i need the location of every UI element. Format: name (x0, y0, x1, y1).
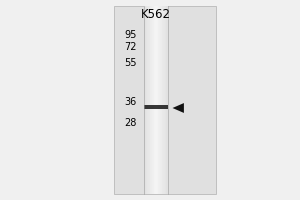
Bar (144, 105, 168, 109)
Bar (154, 6, 155, 194)
Bar (145, 6, 146, 194)
Bar (167, 6, 168, 194)
Bar (165, 6, 166, 194)
Text: 36: 36 (124, 97, 136, 107)
Bar (152, 6, 153, 194)
Text: 28: 28 (124, 118, 136, 128)
Bar (155, 6, 156, 194)
Bar (156, 6, 157, 194)
Bar (160, 6, 161, 194)
Text: K562: K562 (141, 8, 171, 21)
Bar (146, 6, 147, 194)
Bar (150, 6, 151, 194)
Bar (157, 6, 158, 194)
Bar (159, 6, 160, 194)
Bar (164, 6, 165, 194)
Text: 95: 95 (124, 30, 136, 40)
Polygon shape (172, 103, 184, 113)
Bar (158, 6, 159, 194)
Bar (151, 6, 152, 194)
Bar (163, 6, 164, 194)
Bar (144, 6, 145, 194)
Bar (147, 6, 148, 194)
Bar (148, 6, 149, 194)
Bar (166, 6, 167, 194)
Bar (161, 6, 162, 194)
Bar (162, 6, 163, 194)
Text: 72: 72 (124, 42, 136, 52)
Bar (114, 6, 216, 194)
Text: 55: 55 (124, 58, 136, 68)
Bar (153, 6, 154, 194)
Bar (149, 6, 150, 194)
